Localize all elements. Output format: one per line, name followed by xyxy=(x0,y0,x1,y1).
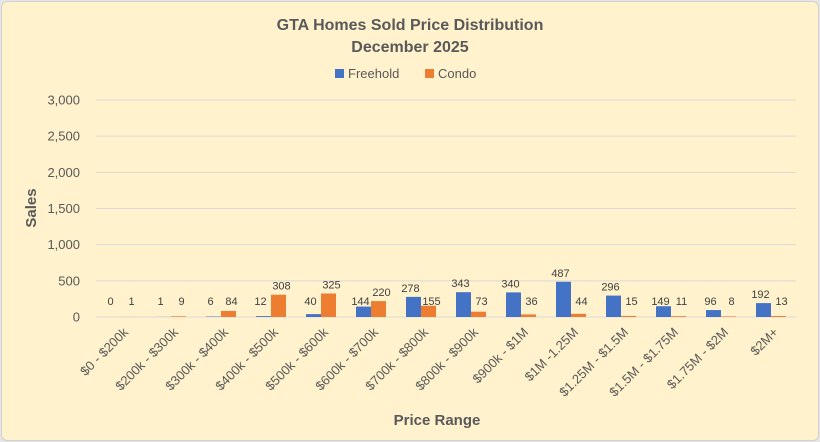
data-label-freehold: 192 xyxy=(751,289,769,301)
data-label-condo: 9 xyxy=(178,296,184,308)
bar-freehold-2m xyxy=(756,303,771,317)
bar-condo-800k-900k xyxy=(471,311,486,317)
data-label-freehold: 1 xyxy=(157,296,163,308)
bar-condo-2m xyxy=(771,316,786,317)
y-tick-label: 1,500 xyxy=(47,201,80,216)
y-tick-label: 2,000 xyxy=(47,165,80,180)
data-label-condo: 220 xyxy=(372,287,390,299)
data-label-condo: 308 xyxy=(272,281,290,293)
chart-subtitle: December 2025 xyxy=(351,39,469,56)
data-label-condo: 44 xyxy=(575,296,587,308)
bar-condo-900k-1m xyxy=(521,314,536,317)
bar-freehold-1-5m-1-75m xyxy=(656,306,671,317)
legend-label-condo: Condo xyxy=(438,66,476,81)
data-label-condo: 1 xyxy=(128,296,134,308)
data-label-condo: 8 xyxy=(728,296,734,308)
bar-condo-1-5m-1-75m xyxy=(671,316,686,317)
legend-swatch-freehold xyxy=(335,69,344,78)
y-tick-label: 500 xyxy=(58,273,80,288)
bar-condo-600k-700k xyxy=(371,301,386,317)
x-tick-label: $2M+ xyxy=(747,325,781,359)
data-label-condo: 84 xyxy=(225,296,237,308)
data-label-freehold: 144 xyxy=(351,296,369,308)
data-label-freehold: 6 xyxy=(207,296,213,308)
legend-label-freehold: Freehold xyxy=(348,66,399,81)
bars xyxy=(121,281,786,317)
bar-condo-1m-1-25m xyxy=(571,313,586,317)
bar-freehold-500k-600k xyxy=(306,314,321,317)
bar-freehold-600k-700k xyxy=(356,306,371,317)
data-label-freehold: 487 xyxy=(551,268,569,280)
bar-condo-200k-300k xyxy=(171,316,186,317)
data-label-freehold: 340 xyxy=(501,278,519,290)
bar-condo-400k-500k xyxy=(271,294,286,317)
data-label-freehold: 0 xyxy=(107,296,113,308)
data-label-condo: 11 xyxy=(676,296,687,308)
bar-freehold-1-25m-1-5m xyxy=(606,295,621,317)
x-axis-ticks: $0 - $200k$200k - $300k$300k - $400k$400… xyxy=(77,324,781,399)
legend-swatch-condo xyxy=(425,69,434,78)
data-label-condo: 155 xyxy=(422,296,440,308)
data-label-freehold: 296 xyxy=(601,282,619,294)
data-label-freehold: 96 xyxy=(704,296,716,308)
legend: Freehold Condo xyxy=(335,66,476,81)
bar-freehold-900k-1m xyxy=(506,292,521,317)
bar-freehold-800k-900k xyxy=(456,292,471,317)
bar-freehold-1-75m-2m xyxy=(706,310,721,317)
y-axis-ticks: 0 500 1,000 1,500 2,000 2,500 3,000 xyxy=(47,93,80,325)
data-label-condo: 36 xyxy=(525,296,537,308)
data-label-freehold: 343 xyxy=(451,278,469,290)
data-label-condo: 13 xyxy=(775,296,787,308)
bar-condo-500k-600k xyxy=(321,293,336,317)
y-tick-label: 3,000 xyxy=(47,93,80,108)
gridlines xyxy=(96,99,796,318)
bar-freehold-1m-1-25m xyxy=(556,281,571,317)
bar-condo-300k-400k xyxy=(221,310,236,317)
y-tick-label: 1,000 xyxy=(47,237,80,252)
y-tick-label: 0 xyxy=(73,310,80,325)
bar-condo-1-25m-1-5m xyxy=(621,315,636,317)
data-label-freehold: 149 xyxy=(651,296,669,308)
data-label-freehold: 40 xyxy=(304,296,316,308)
chart-title: GTA Homes Sold Price Distribution xyxy=(277,17,544,34)
x-axis-title: Price Range xyxy=(394,412,481,429)
y-axis-title: Sales xyxy=(23,188,40,227)
y-tick-label: 2,500 xyxy=(47,129,80,144)
data-label-freehold: 278 xyxy=(401,283,419,295)
data-label-condo: 15 xyxy=(625,296,637,308)
bar-condo-700k-800k xyxy=(421,305,436,317)
bar-freehold-700k-800k xyxy=(406,296,421,317)
data-label-freehold: 12 xyxy=(254,296,266,308)
bar-condo-1-75m-2m xyxy=(721,316,736,317)
data-label-condo: 325 xyxy=(322,279,340,291)
bar-freehold-400k-500k xyxy=(256,316,271,317)
data-label-condo: 73 xyxy=(475,296,487,308)
